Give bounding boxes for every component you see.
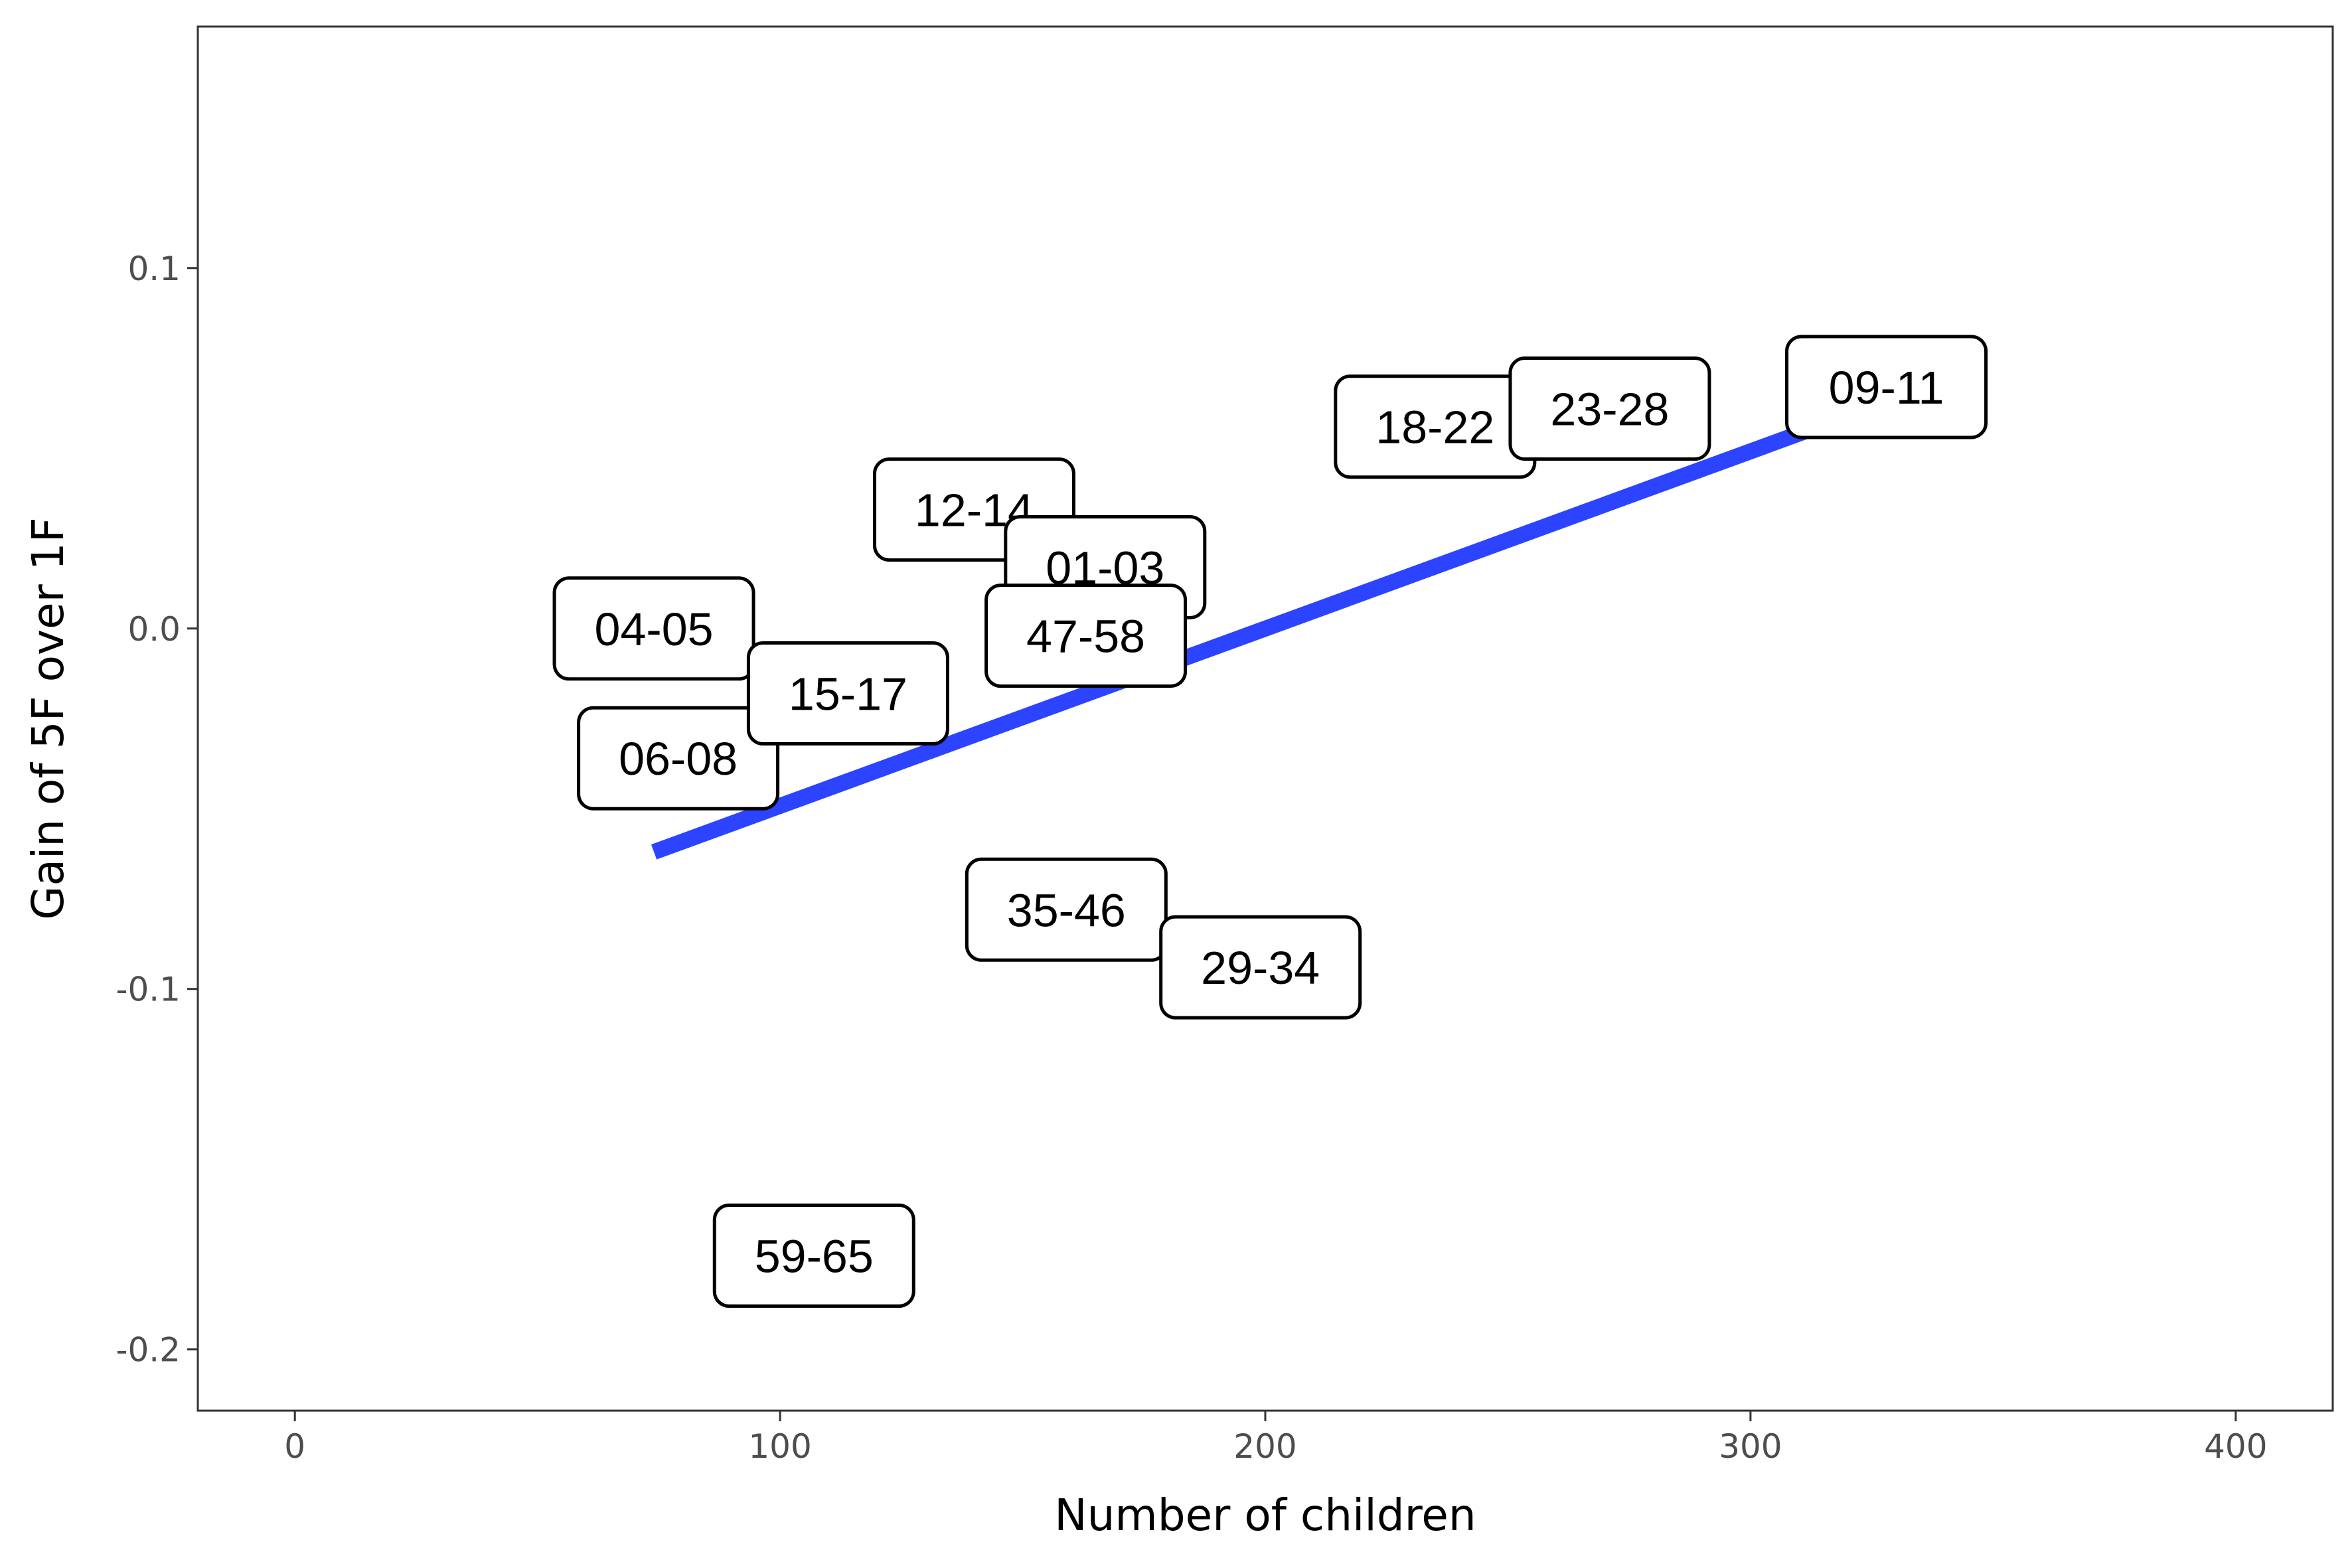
point-label-box <box>746 641 949 745</box>
y-tick-label: -0.2 <box>116 1331 181 1370</box>
x-tick-label: 0 <box>284 1427 305 1466</box>
y-axis: 0.1 0.0 -0.1 -0.2 <box>116 250 198 1370</box>
x-tick-label: 400 <box>2204 1427 2267 1466</box>
point-label: 47-58 <box>984 584 1188 688</box>
point-label-text: 15-17 <box>789 668 907 720</box>
x-tick-label: 200 <box>1233 1427 1296 1466</box>
point-label: 15-17 <box>746 641 949 745</box>
point-label-box <box>1508 356 1711 461</box>
point-label-box <box>1159 915 1362 1020</box>
point-label: 29-34 <box>1159 915 1362 1020</box>
y-axis-title: Gain of 5F over 1F <box>23 517 74 919</box>
point-label-text: 35-46 <box>1007 884 1126 936</box>
x-axis: 0 100 200 300 400 <box>284 1411 2268 1466</box>
point-label: 18-22 <box>1334 374 1537 479</box>
fit-line-layer <box>651 412 1841 860</box>
point-label-box <box>965 857 1168 962</box>
x-tick-label: 300 <box>1719 1427 1782 1466</box>
point-label: 35-46 <box>965 857 1168 962</box>
point-label-text: 04-05 <box>595 603 714 655</box>
y-tick-label: -0.1 <box>116 971 181 1009</box>
x-axis-title: Number of children <box>1054 1490 1476 1541</box>
point-label: 09-11 <box>1785 335 1988 439</box>
y-tick-label: 0.1 <box>127 250 181 288</box>
fit-line <box>651 412 1841 860</box>
point-label-box <box>577 706 780 811</box>
point-label-text: 09-11 <box>1829 362 1944 414</box>
point-label-text: 29-34 <box>1201 942 1320 994</box>
point-label-text: 59-65 <box>755 1231 874 1283</box>
point-label-box <box>984 584 1188 688</box>
point-label-text: 47-58 <box>1026 611 1145 663</box>
point-labels-layer: 04-0506-0815-1712-1401-0347-5835-4629-34… <box>552 335 1988 1308</box>
y-tick-label: 0.0 <box>127 610 181 649</box>
point-label-box <box>1785 335 1988 439</box>
point-label: 23-28 <box>1508 356 1711 461</box>
point-label: 06-08 <box>577 706 780 811</box>
x-tick-label: 100 <box>748 1427 811 1466</box>
point-label-text: 18-22 <box>1375 402 1494 453</box>
point-label: 04-05 <box>552 576 755 681</box>
point-label: 59-65 <box>712 1204 915 1308</box>
point-label-box <box>552 576 755 681</box>
point-label-text: 06-08 <box>619 733 738 785</box>
point-label-box <box>712 1204 915 1308</box>
point-label-text: 23-28 <box>1550 384 1669 435</box>
